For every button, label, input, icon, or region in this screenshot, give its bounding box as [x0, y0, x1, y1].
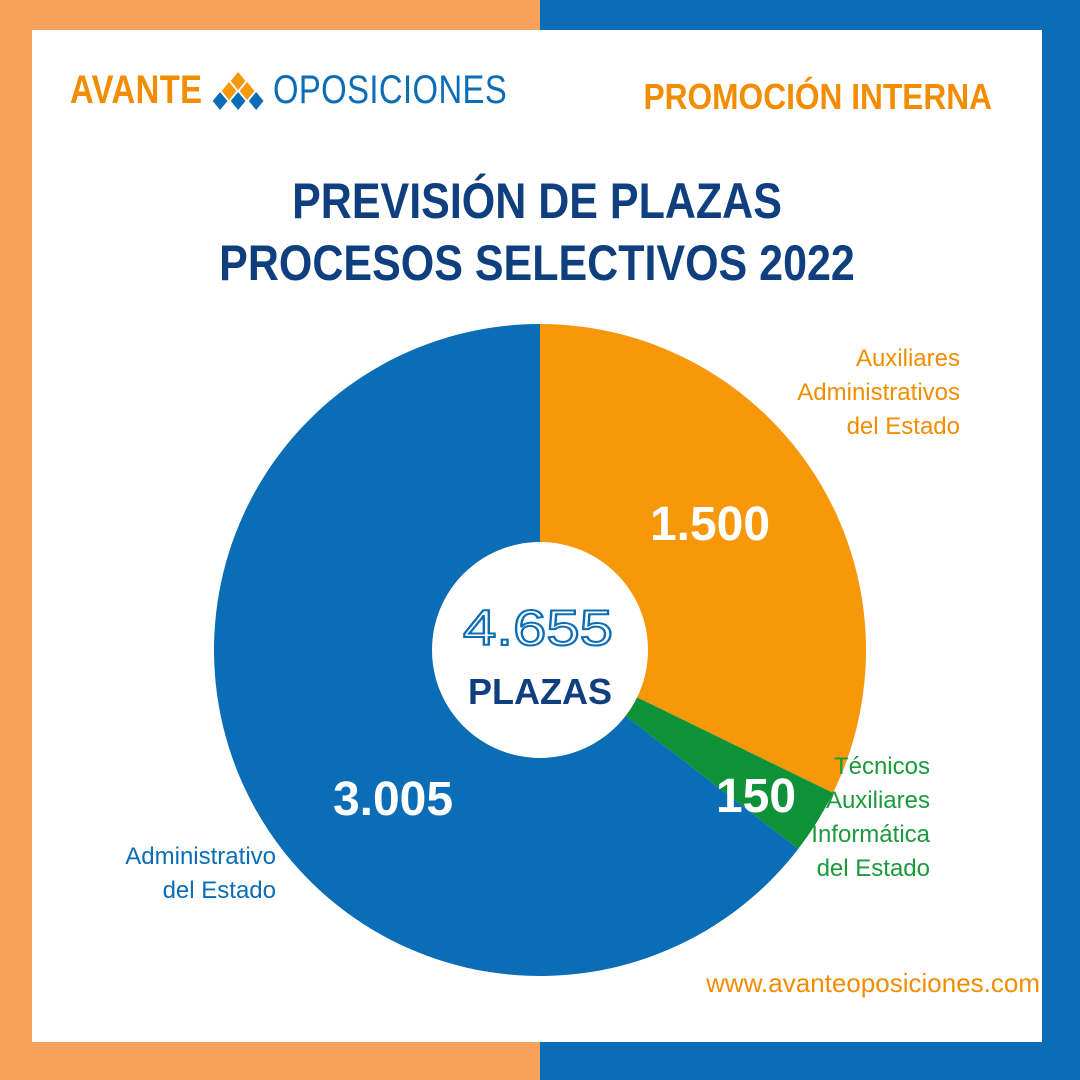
legend-line: Informática — [811, 821, 930, 848]
chart-title: PREVISIÓN DE PLAZAS PROCESOS SELECTIVOS … — [103, 170, 972, 294]
legend-line: del Estado — [816, 855, 930, 882]
brand-logo: AVANTE OPOSICIONES — [70, 70, 507, 110]
slice-value-auxiliares: 1.500 — [650, 498, 770, 551]
center-total: 4.655 — [463, 600, 613, 656]
legend-line: del Estado — [162, 877, 276, 904]
center-hole — [432, 542, 648, 758]
promo-heading: PROMOCIÓN INTERNA — [643, 76, 992, 117]
legend-line: Auxiliares — [855, 345, 960, 372]
center-unit: PLAZAS — [468, 671, 612, 712]
legend-line: Auxiliares — [825, 787, 930, 814]
legend-label-tecnicos: Técnicos Auxiliares Informática del Esta… — [700, 750, 930, 886]
legend-line: Administrativo — [125, 843, 276, 870]
slice-value-administrativo: 3.005 — [333, 773, 453, 826]
diamond-grid-logo-icon — [212, 72, 264, 110]
title-line-2: PROCESOS SELECTIVOS 2022 — [219, 235, 855, 291]
logo-word-oposiciones: OPOSICIONES — [272, 68, 508, 112]
legend-line: del Estado — [846, 413, 960, 440]
logo-word-avante: AVANTE — [70, 68, 203, 112]
slice-value-tecnicos: 150 — [716, 770, 796, 823]
legend-line: Administrativos — [797, 379, 960, 406]
legend-line: Técnicos — [833, 753, 930, 780]
title-line-1: PREVISIÓN DE PLAZAS — [292, 173, 782, 229]
website-url[interactable]: www.avanteoposiciones.com — [706, 968, 1040, 998]
legend-label-administrativo: Administrativo del Estado — [40, 840, 276, 908]
legend-label-auxiliares: Auxiliares Administrativos del Estado — [650, 342, 960, 444]
